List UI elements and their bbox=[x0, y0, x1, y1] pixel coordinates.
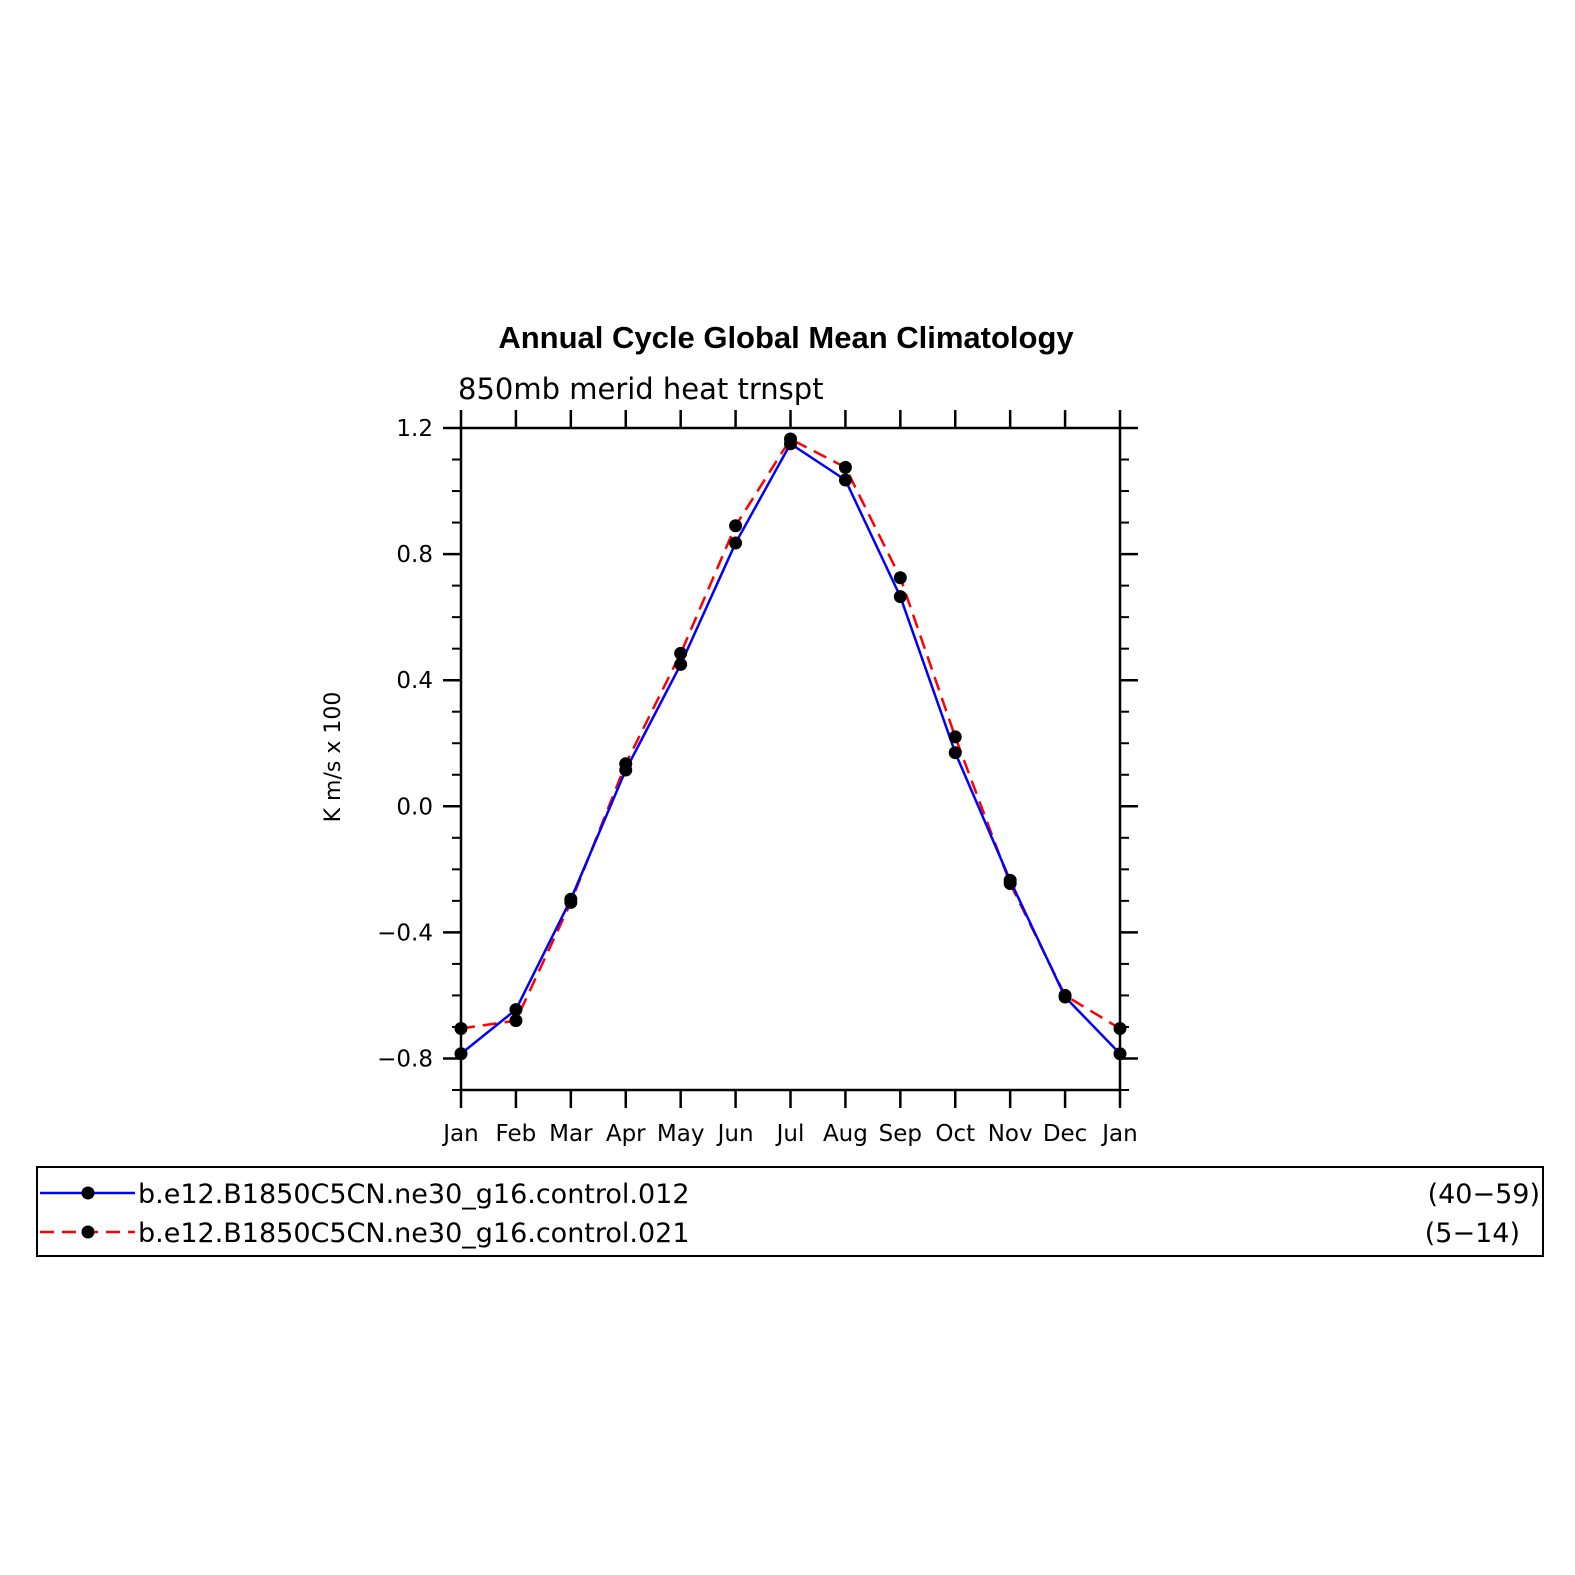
data-point bbox=[674, 657, 688, 671]
data-point bbox=[893, 571, 907, 585]
y-tick-label: −0.8 bbox=[377, 1046, 433, 1072]
x-tick-label: Jul bbox=[775, 1121, 805, 1147]
legend-marker bbox=[81, 1186, 95, 1200]
x-tick-label: May bbox=[657, 1121, 705, 1147]
data-point bbox=[948, 730, 962, 744]
x-tick-label: Jan bbox=[441, 1121, 478, 1147]
legend-marker bbox=[81, 1225, 95, 1239]
legend-series-years: (40−59) bbox=[1428, 1179, 1540, 1210]
x-tick-label: Nov bbox=[988, 1121, 1033, 1147]
x-tick-label: Sep bbox=[879, 1121, 922, 1147]
y-tick-label: −0.4 bbox=[377, 920, 433, 946]
data-point bbox=[893, 590, 907, 604]
data-point bbox=[729, 536, 743, 550]
plot-frame bbox=[459, 426, 1122, 1092]
series-line bbox=[460, 437, 1121, 1030]
x-tick-label: Aug bbox=[823, 1121, 868, 1147]
plot-markers bbox=[454, 432, 1127, 1061]
data-point bbox=[1058, 988, 1072, 1002]
x-tick-label: Oct bbox=[935, 1121, 975, 1147]
x-tick-label: Apr bbox=[606, 1121, 646, 1147]
chart-subtitle: 850mb merid heat trnspt bbox=[458, 372, 824, 406]
legend-series-name: b.e12.B1850C5CN.ne30_g16.control.012 bbox=[138, 1179, 690, 1210]
plot-lines bbox=[460, 437, 1121, 1055]
x-tick-label: Feb bbox=[496, 1121, 537, 1147]
data-point bbox=[1003, 877, 1017, 891]
legend-box bbox=[36, 1166, 1544, 1257]
legend-items: b.e12.B1850C5CN.ne30_g16.control.012 (40−… bbox=[40, 1179, 1540, 1249]
data-point bbox=[1113, 1047, 1127, 1061]
data-point bbox=[674, 646, 688, 660]
data-point bbox=[454, 1022, 468, 1036]
data-point bbox=[1113, 1022, 1127, 1036]
y-tick-label: 0.4 bbox=[396, 668, 433, 694]
y-axis-label: K m/s x 100 bbox=[321, 692, 346, 823]
x-tick-label: Jan bbox=[1100, 1121, 1137, 1147]
axes: 1.2 0.8 0.4 0.0 −0.4 −0.8 Jan Feb Mar Apr May Jun Ju… bbox=[377, 410, 1138, 1147]
data-point bbox=[948, 746, 962, 760]
data-point bbox=[509, 1014, 523, 1028]
data-point bbox=[454, 1047, 468, 1061]
y-tick-label: 1.2 bbox=[396, 416, 433, 442]
data-point bbox=[838, 473, 852, 487]
data-point bbox=[619, 757, 633, 771]
y-tick-label: 0.8 bbox=[396, 542, 433, 568]
legend: b.e12.B1850C5CN.ne30_g16.control.012 (40−… bbox=[36, 1166, 1544, 1257]
data-point bbox=[729, 519, 743, 533]
y-tick-label: 0.0 bbox=[396, 794, 433, 820]
x-tick-label: Jun bbox=[716, 1121, 754, 1147]
legend-series-years: (5−14) bbox=[1425, 1218, 1520, 1249]
x-tick-label: Dec bbox=[1043, 1121, 1088, 1147]
x-tick-label: Mar bbox=[549, 1121, 593, 1147]
data-point bbox=[564, 895, 578, 909]
legend-series-name: b.e12.B1850C5CN.ne30_g16.control.021 bbox=[138, 1218, 690, 1249]
data-point bbox=[838, 460, 852, 474]
data-point bbox=[509, 1003, 523, 1017]
data-point bbox=[784, 432, 797, 446]
series-line bbox=[460, 442, 1121, 1055]
chart-title: Annual Cycle Global Mean Climatology bbox=[498, 320, 1074, 355]
